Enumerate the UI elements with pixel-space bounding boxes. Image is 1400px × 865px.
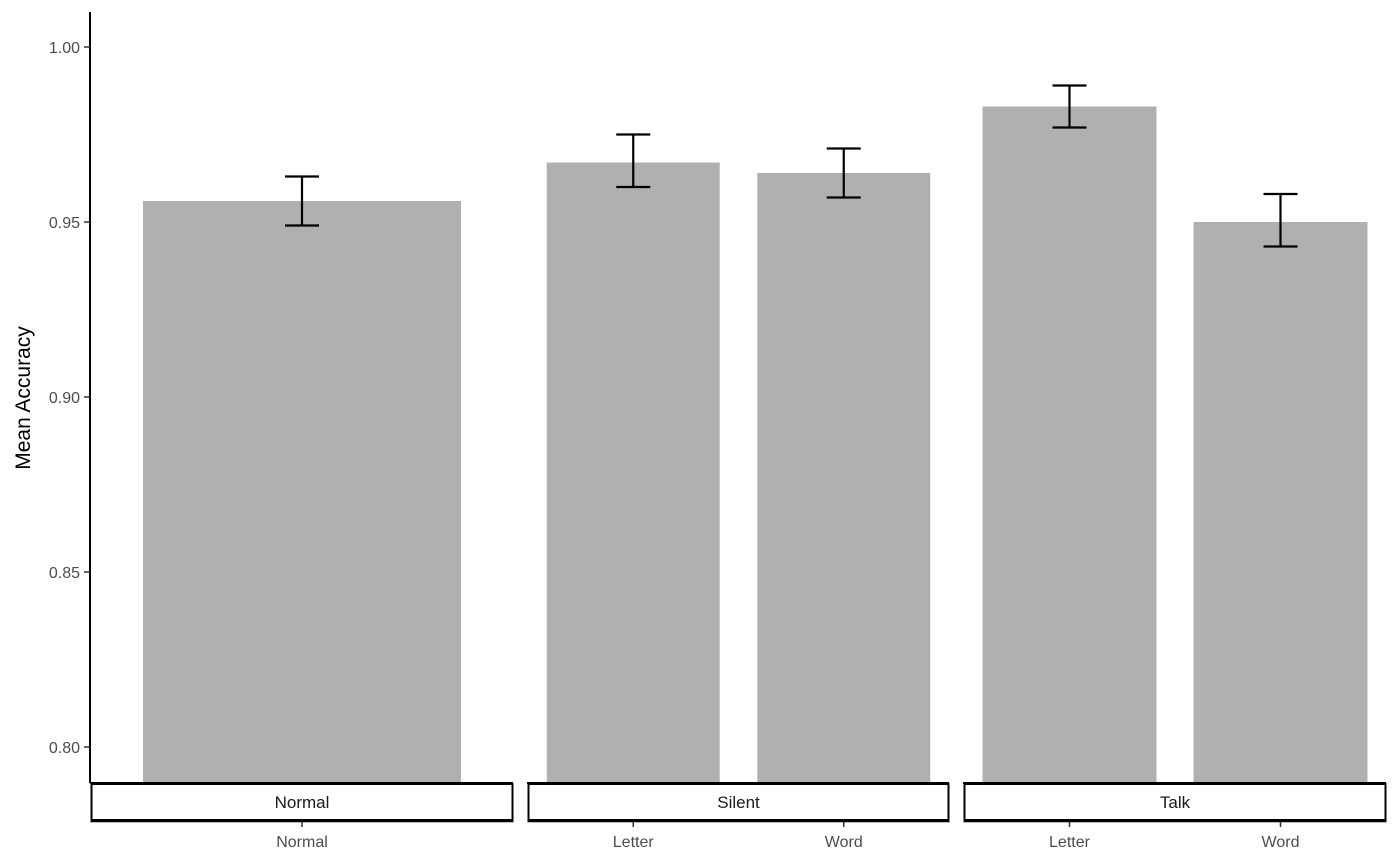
- y-axis-title: Mean Accuracy: [12, 326, 35, 470]
- y-axis: 0.80 0.85 0.90 0.95 1.00: [49, 12, 91, 783]
- error-bar: [285, 175, 319, 227]
- y-tick-label: 0.80: [49, 740, 80, 757]
- error-bar: [1052, 84, 1087, 129]
- facet-strip: [963, 783, 1387, 821]
- y-tick-label: 0.95: [49, 215, 80, 232]
- facet-strip: [90, 783, 514, 821]
- bar: [546, 162, 720, 782]
- x-tick-label: Letter: [1049, 834, 1091, 851]
- x-tick-label: Word: [1262, 834, 1300, 851]
- error-bar: [616, 133, 651, 189]
- y-tick-label: 1.00: [49, 40, 80, 57]
- facet-strip-label: Talk: [1160, 793, 1191, 812]
- facet-panel-normal: Normal Normal: [90, 175, 514, 851]
- y-tick-label: 0.85: [49, 565, 80, 582]
- x-tick-label: Letter: [613, 834, 655, 851]
- bar: [143, 201, 461, 782]
- facet-strip-label: Normal: [275, 793, 330, 812]
- bar: [982, 106, 1157, 782]
- facet-panels: Normal Normal Letter Word Silent Letter Word Ta…: [90, 84, 1387, 851]
- bar: [757, 173, 931, 782]
- bar: [1193, 222, 1368, 782]
- x-tick-label: Normal: [276, 834, 328, 851]
- error-bar: [826, 147, 861, 199]
- facet-strip-label: Silent: [717, 793, 760, 812]
- error-bar: [1263, 192, 1298, 248]
- y-tick-label: 0.90: [49, 390, 80, 407]
- facet-panel-silent: Letter Word Silent: [527, 133, 950, 851]
- x-tick-label: Word: [825, 834, 863, 851]
- facet-panel-talk: Letter Word Talk: [963, 84, 1387, 851]
